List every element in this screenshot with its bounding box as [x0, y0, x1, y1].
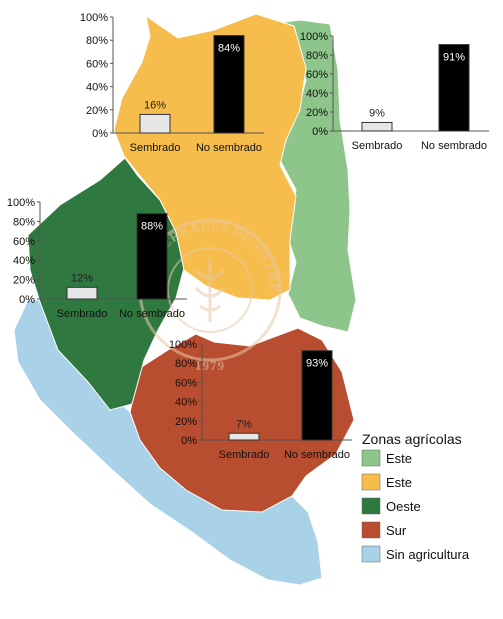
chart-north: 0% 20% 40% 60% 80% 100% 16% Sembrado 84% No sembr… — [80, 12, 264, 154]
bar-charts: 0% 20% 40% 60% 80% 100% 16% Sembrado 84% No sembr… — [7, 12, 489, 461]
y-tick-label: 20% — [86, 105, 108, 117]
y-tick-label: 100% — [300, 31, 328, 43]
bar-sembrado — [139, 113, 171, 134]
legend-swatch — [361, 497, 381, 515]
legend-item: Sur — [361, 521, 407, 539]
data-label: 7% — [236, 418, 252, 430]
chart-east: 0% 20% 40% 60% 80% 100% 9% Sembrado 91% No sembra… — [300, 31, 489, 152]
watermark-year: 1979 — [195, 358, 225, 373]
legend-item: Este — [361, 473, 412, 491]
data-label: 93% — [306, 358, 328, 370]
region-este-orange — [113, 13, 307, 301]
y-tick-label: 60% — [175, 377, 197, 389]
legend-label: Este — [386, 451, 412, 466]
legend-swatch — [361, 473, 381, 491]
y-tick-label: 40% — [306, 88, 328, 100]
data-label: 16% — [144, 99, 166, 111]
y-tick-label: 100% — [7, 197, 35, 209]
y-tick-label: 0% — [92, 128, 108, 140]
y-tick-label: 40% — [86, 82, 108, 94]
data-label: 12% — [71, 272, 93, 284]
x-tick-label: Sembrado — [57, 308, 108, 320]
x-tick-label: No sembrado — [284, 449, 350, 461]
data-label: 84% — [218, 43, 240, 55]
y-tick-label: 80% — [86, 35, 108, 47]
y-tick-label: 20% — [13, 275, 35, 287]
x-tick-label: No sembrado — [421, 140, 487, 152]
y-tick-label: 40% — [13, 255, 35, 267]
data-label: 88% — [141, 221, 163, 233]
x-tick-label: Sembrado — [130, 142, 181, 154]
y-tick-label: 80% — [306, 50, 328, 62]
x-tick-label: Sembrado — [352, 140, 403, 152]
bar-no-sembrado — [301, 350, 333, 441]
y-tick-label: 80% — [175, 358, 197, 370]
bar-no-sembrado — [438, 44, 470, 132]
y-tick-label: 0% — [19, 294, 35, 306]
legend-label: Sin agricultura — [386, 547, 470, 562]
y-tick-label: 60% — [13, 236, 35, 248]
data-label: 91% — [443, 52, 465, 64]
y-tick-label: 0% — [181, 435, 197, 447]
bar-sembrado — [228, 432, 260, 441]
bar-sembrado — [361, 121, 393, 132]
y-tick-label: 40% — [175, 397, 197, 409]
y-tick-label: 20% — [306, 107, 328, 119]
y-tick-label: 20% — [175, 416, 197, 428]
data-label: 9% — [369, 107, 385, 119]
y-tick-label: 0% — [312, 126, 328, 138]
y-tick-label: 60% — [86, 58, 108, 70]
x-tick-label: No sembrado — [119, 308, 185, 320]
bar-no-sembrado — [136, 213, 168, 300]
region-sur — [129, 327, 355, 513]
legend-swatch — [361, 545, 381, 563]
y-tick-label: 80% — [13, 216, 35, 228]
y-tick-label: 60% — [306, 69, 328, 81]
legend-swatch — [361, 521, 381, 539]
legend: Zonas agrícolas Este Este Oeste Sur Sin agri… — [361, 431, 470, 563]
x-tick-label: Sembrado — [219, 449, 270, 461]
bar-no-sembrado — [213, 35, 245, 134]
bar-sembrado — [66, 286, 98, 300]
legend-label: Oeste — [386, 499, 421, 514]
legend-item: Oeste — [361, 497, 421, 515]
y-tick-label: 100% — [80, 12, 108, 24]
y-tick-label: 100% — [169, 339, 197, 351]
legend-title: Zonas agrícolas — [362, 431, 462, 447]
legend-swatch — [361, 449, 381, 467]
chart-south: 0% 20% 40% 60% 80% 100% 7% Sembrado 93% No sembra… — [169, 339, 352, 461]
legend-item: Sin agricultura — [361, 545, 470, 563]
x-tick-label: No sembrado — [196, 142, 262, 154]
legend-label: Este — [386, 475, 412, 490]
legend-item: Este — [361, 449, 412, 467]
chart-west: 0% 20% 40% 60% 80% 100% 12% Sembrado 88% No sembr… — [7, 197, 187, 320]
legend-label: Sur — [386, 523, 407, 538]
